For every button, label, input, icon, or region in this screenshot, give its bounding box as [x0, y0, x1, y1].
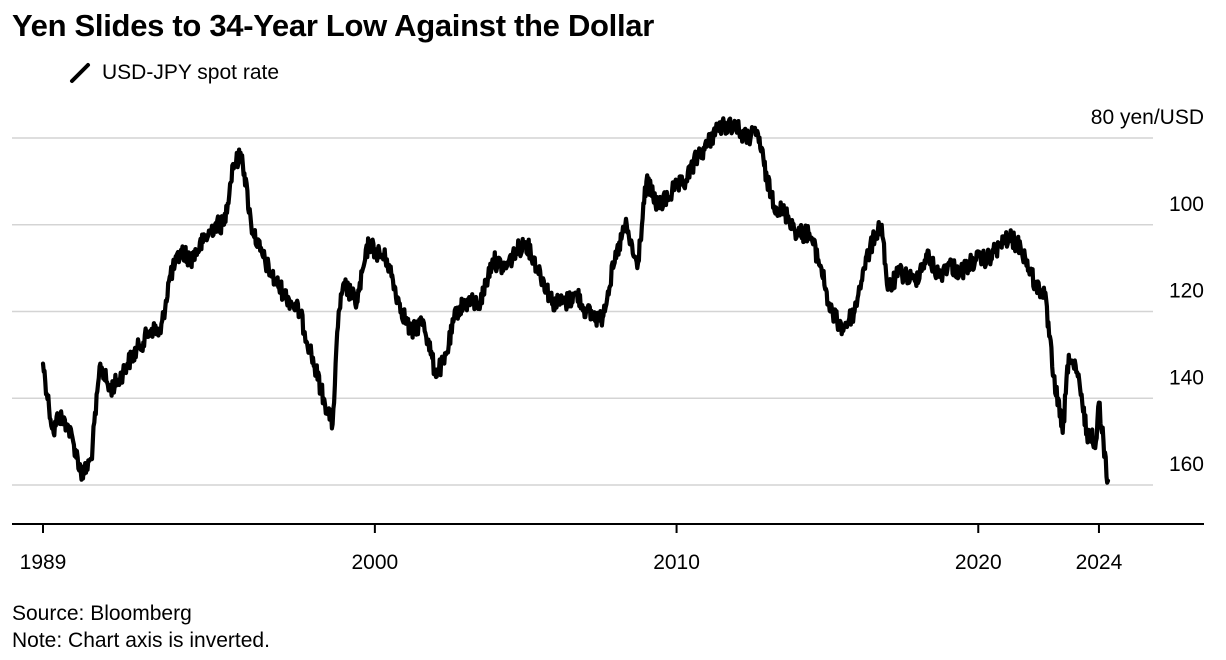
- y-tick-label-140: 140: [1169, 366, 1204, 389]
- x-axis: [12, 523, 1204, 533]
- x-tick-label-2010: 2010: [653, 551, 700, 574]
- x-tick-label-2024: 2024: [1076, 551, 1123, 574]
- chart-plot: 80 yen/USD 100 120 140 160 1989 2000 2010 2020 20…: [12, 106, 1204, 574]
- series-line-usd-jpy: [40, 116, 1111, 485]
- grid-lines: [12, 137, 1153, 486]
- series-lines: [40, 116, 1111, 485]
- chart-footer: Source: Bloomberg Note: Chart axis is in…: [12, 600, 270, 654]
- x-tick-label-2020: 2020: [955, 551, 1002, 574]
- legend: USD-JPY spot rate: [68, 60, 279, 86]
- axis-note: Note: Chart axis is inverted.: [12, 629, 270, 652]
- legend-label: USD-JPY spot rate: [102, 61, 280, 84]
- x-tick-label-1989: 1989: [20, 551, 67, 574]
- y-tick-label-160: 160: [1169, 453, 1204, 476]
- x-tick-label-2000: 2000: [352, 551, 399, 574]
- tick-labels: 80 yen/USD 100 120 140 160 1989 2000 2010 2020 20…: [20, 106, 1204, 574]
- chart-title: Yen Slides to 34-Year Low Against the Do…: [12, 8, 654, 43]
- y-tick-label-100: 100: [1169, 193, 1204, 216]
- legend-swatch-icon: [70, 63, 90, 83]
- source-note: Source: Bloomberg: [12, 602, 192, 625]
- y-tick-label-80: 80 yen/USD: [1091, 106, 1204, 129]
- y-tick-label-120: 120: [1169, 280, 1204, 303]
